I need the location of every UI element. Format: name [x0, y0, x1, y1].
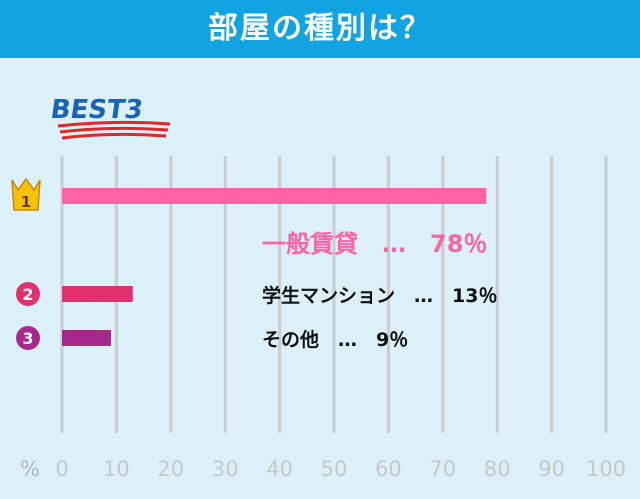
- best3-badge: BEST3: [49, 95, 171, 140]
- header-banner: 部屋の種別は？: [0, 0, 640, 58]
- best3-text: BEST3: [49, 95, 145, 125]
- bar-labels: 一般賃貸 … 78％ 学生マンション … 13％ その他 … 9％: [262, 230, 497, 351]
- bars: [62, 188, 487, 346]
- x-tick-label: 90: [538, 457, 565, 481]
- x-tick-label: 0: [55, 457, 68, 481]
- bar-1: [62, 188, 487, 204]
- rank-icons: 1 2 3: [11, 177, 41, 350]
- rank-3-icon: 3: [16, 326, 40, 350]
- badge-underline: [57, 120, 171, 140]
- rank-1-label: 1: [21, 193, 31, 211]
- chart-panel: BEST3 1 2 3 一般賃貸 … 78％ 学生マンション … 13％ その他 … 9…: [0, 58, 640, 499]
- rank-2-label: 2: [22, 285, 33, 304]
- bar-label-3: その他 … 9％: [262, 328, 408, 351]
- crown-icon: 1: [11, 177, 41, 211]
- x-tick-label: 70: [429, 457, 456, 481]
- bar-chart: BEST3 1 2 3 一般賃貸 … 78％ 学生マンション … 13％ その他 … 9…: [11, 95, 626, 481]
- x-axis: % 0 10 20 30 40 50 60 70 80 90 100: [20, 457, 626, 481]
- page-title: 部屋の種別は？: [208, 11, 432, 46]
- bar-label-1: 一般賃貸 … 78％: [262, 230, 487, 258]
- x-tick-label: 40: [266, 457, 293, 481]
- bar-3: [62, 330, 111, 346]
- bar-2: [62, 286, 133, 302]
- rank-2-icon: 2: [16, 282, 40, 306]
- bar-label-2: 学生マンション … 13％: [262, 284, 497, 307]
- x-tick-label: 60: [375, 457, 402, 481]
- rank-3-label: 3: [22, 329, 33, 348]
- x-tick-label: 10: [103, 457, 130, 481]
- x-unit-label: %: [20, 457, 40, 481]
- x-tick-label: 50: [321, 457, 348, 481]
- x-tick-label: 20: [157, 457, 184, 481]
- x-tick-label: 80: [484, 457, 511, 481]
- x-tick-label: 100: [586, 457, 626, 481]
- x-tick-label: 30: [212, 457, 239, 481]
